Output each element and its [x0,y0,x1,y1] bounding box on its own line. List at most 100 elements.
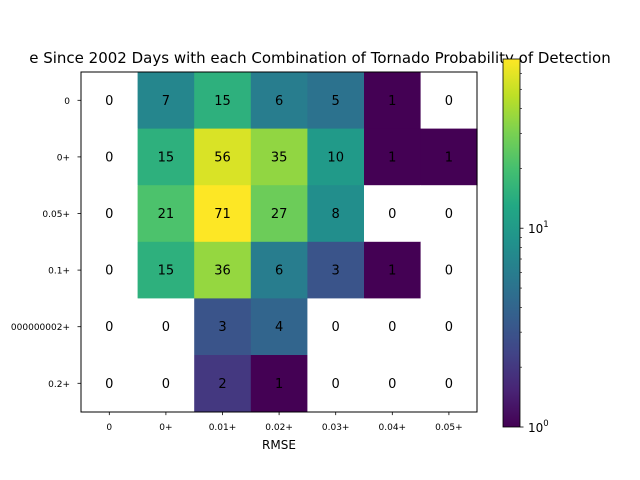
x-tick-label: 0.05+ [435,423,463,433]
heatmap-cell [364,128,421,186]
heatmap-cell [194,128,252,186]
cell-value-label: 0 [105,94,113,109]
cell-value-label: 0 [445,377,453,392]
cell-value-label: 1 [275,377,283,392]
heatmap-cell [420,355,478,412]
cell-value-label: 3 [332,264,340,279]
y-tick-label: 0.1+ [48,267,70,277]
cell-value-label: 0 [445,207,453,222]
heatmap-cell [307,298,365,356]
cell-value-label: 0 [105,320,113,335]
x-tick-label: 0.04+ [379,423,407,433]
cell-value-label: 0 [445,320,453,335]
cell-value-label: 35 [271,150,288,165]
heatmap-cell [364,298,421,356]
heatmap-cell [194,241,252,299]
heatmap-cell [307,128,365,186]
y-tick-label: 0 [64,97,70,107]
heatmap-cell [307,241,365,299]
cell-value-label: 56 [214,150,231,165]
heatmap-cell [364,241,421,299]
cell-value-label: 0 [105,150,113,165]
y-axis-ticks: 0 0+ 0.05+ 0.1+ 000000002+ 0.2+ [11,97,81,390]
heatmap-cell [250,185,308,243]
heatmap-cell [420,185,478,243]
y-tick-label: 0.05+ [42,210,70,220]
colorbar-ticks: 100 101 [520,59,549,435]
cell-value-label: 3 [218,320,226,335]
cell-value-label: 15 [158,150,175,165]
chart-title: e Since 2002 Days with each Combination … [29,49,611,67]
heatmap-cell [364,72,421,129]
heatmap-cell [307,355,365,412]
heatmap-cell [250,298,308,356]
heatmap-cell [137,355,195,412]
cell-value-label: 0 [105,207,113,222]
heatmap-cell [250,241,308,299]
x-tick-label: 0.02+ [265,423,293,433]
heatmap-cell [307,72,365,129]
cell-value-label: 5 [332,94,340,109]
cell-value-label: 0 [332,320,340,335]
cell-value-label: 21 [158,207,175,222]
y-tick-label: 000000002+ [11,323,70,333]
cell-value-label: 0 [162,320,170,335]
heatmap-cell [81,72,138,129]
heatmap-cells [81,72,478,412]
heatmap-cell [420,128,478,186]
cell-value-label: 10 [327,150,344,165]
cell-value-label: 0 [445,94,453,109]
cell-value-label: 15 [158,264,175,279]
heatmap-cell [194,298,252,356]
x-axis-label: RMSE [262,438,296,452]
heatmap-cell [194,355,252,412]
cell-value-label: 6 [275,264,283,279]
heatmap-cell [137,72,195,129]
heatmap-cell [81,185,138,243]
heatmap-cell [81,241,138,299]
cell-value-label: 0 [388,377,396,392]
heatmap-cell [137,241,195,299]
heatmap-cell-labels: 0 7 15 6 5 1 00 15 56 35 10 1 10 21 71 27 8 0 00 15 36 6 3 1 00 0… [105,94,453,392]
cell-value-label: 0 [105,264,113,279]
x-tick-label: 0 [106,423,112,433]
cell-value-label: 1 [388,264,396,279]
cell-value-label: 71 [214,207,231,222]
heatmap-cell [307,185,365,243]
heatmap-cell [250,355,308,412]
cell-value-label: 0 [388,207,396,222]
heatmap-cell [364,185,421,243]
heatmap-cell [420,298,478,356]
cell-value-label: 0 [332,377,340,392]
cell-value-label: 8 [332,207,340,222]
cell-value-label: 1 [445,150,453,165]
colorbar-tick-label: 100 [528,419,549,435]
x-tick-label: 0.03+ [322,423,350,433]
heatmap-cell [194,185,252,243]
cell-value-label: 4 [275,320,283,335]
heatmap-cell [137,128,195,186]
heatmap-cell [194,72,252,129]
cell-value-label: 0 [388,320,396,335]
cell-value-label: 1 [388,94,396,109]
heatmap-cell [420,241,478,299]
heatmap-cell [420,72,478,129]
heatmap-cell [81,128,138,186]
heatmap-cell [250,128,308,186]
heatmap-cell [250,72,308,129]
colorbar [502,58,521,428]
heatmap-cell [81,355,138,412]
cell-value-label: 0 [162,377,170,392]
cell-value-label: 2 [218,377,226,392]
cell-value-label: 0 [105,377,113,392]
cell-value-label: 7 [162,94,170,109]
x-axis-ticks: 0 0+ 0.01+ 0.02+ 0.03+ 0.04+ 0.05+ [106,411,463,433]
heatmap-cell [81,298,138,356]
x-tick-label: 0+ [159,423,172,433]
y-tick-label: 0.2+ [48,380,70,390]
cell-value-label: 0 [445,264,453,279]
cell-value-label: 15 [214,94,231,109]
cell-value-label: 36 [214,264,231,279]
colorbar-tick-label: 101 [528,220,549,236]
